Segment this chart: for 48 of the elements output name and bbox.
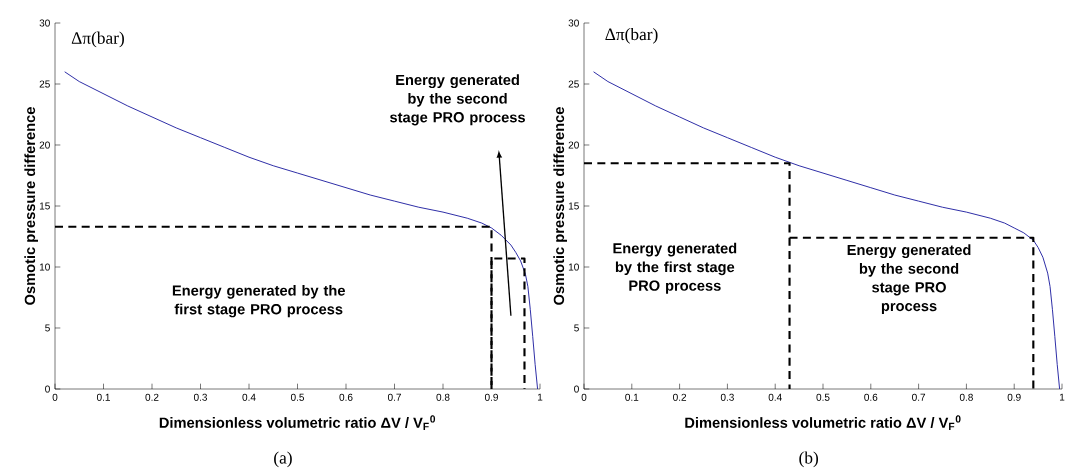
y-tick-label: 15 <box>39 202 50 210</box>
text: (a) <box>274 451 292 468</box>
x-tick-label: 0.4 <box>242 393 256 401</box>
annotation: Energy generated by the first stage PRO process <box>613 242 737 294</box>
x-tick-label: 0.2 <box>673 393 687 401</box>
x-tick-label: 0.9 <box>1007 393 1021 401</box>
x-tick-label: 0.7 <box>387 393 401 401</box>
text: (b) <box>799 451 819 468</box>
y-tick-label: 30 <box>39 19 50 27</box>
x-tick-label: 0.1 <box>96 393 110 401</box>
x-tick-label: 0.8 <box>959 393 973 401</box>
x-tick-label: 1 <box>537 393 543 401</box>
y-tick-label: 25 <box>39 80 50 88</box>
annotation: Δπ(bar) <box>71 31 124 48</box>
x-tick-label: 0 <box>581 393 587 401</box>
y-tick-label: 10 <box>39 263 50 271</box>
y-axis-title: Osmotic pressure difference <box>553 107 568 305</box>
x-tick-label: 0.3 <box>720 393 734 401</box>
x-tick-label: 0.3 <box>193 393 208 401</box>
y-tick-label: 25 <box>568 80 579 88</box>
y-axis-title: Osmotic pressure difference <box>24 107 38 305</box>
x-tick-label: 0.5 <box>290 393 305 401</box>
y-tick-label: 0 <box>45 385 50 393</box>
x-tick-label: 0.6 <box>339 393 353 401</box>
y-tick-label: 10 <box>568 263 579 271</box>
x-tick-label: 0.5 <box>816 393 830 401</box>
x-tick-label: 0 <box>52 393 58 401</box>
y-tick-label: 0 <box>574 385 579 393</box>
x-tick-label: 1 <box>1059 393 1065 401</box>
x-tick-label: 0.4 <box>768 393 782 401</box>
x-tick-label: 0.9 <box>484 393 498 401</box>
y-tick-label: 5 <box>45 324 50 332</box>
x-tick-label: 0.8 <box>436 393 450 401</box>
y-tick-label: 20 <box>39 141 50 149</box>
y-tick-label: 5 <box>574 324 579 332</box>
annotation: Δπ(bar) <box>605 27 658 44</box>
y-tick-label: 15 <box>568 202 579 210</box>
x-axis-title: Dimensionless volumetric ratio ΔV / V$_{F}$0 <box>685 415 961 430</box>
x-tick-label: 0.7 <box>912 393 926 401</box>
y-tick-label: 20 <box>568 141 579 149</box>
y-tick-label: 30 <box>568 19 579 27</box>
annotation: Energy generated by the second stage PRO process <box>390 74 525 126</box>
annotation: Energy generated by the first stage PRO process <box>172 284 345 318</box>
x-tick-label: 0.1 <box>625 393 639 401</box>
annotation: Energy generated by the second stage PRO process <box>847 244 971 315</box>
x-axis-title: Dimensionless volumetric ratio ΔV / V$_{F}$0 <box>159 415 436 430</box>
x-tick-label: 0.2 <box>145 393 159 401</box>
x-tick-label: 0.6 <box>864 393 878 401</box>
